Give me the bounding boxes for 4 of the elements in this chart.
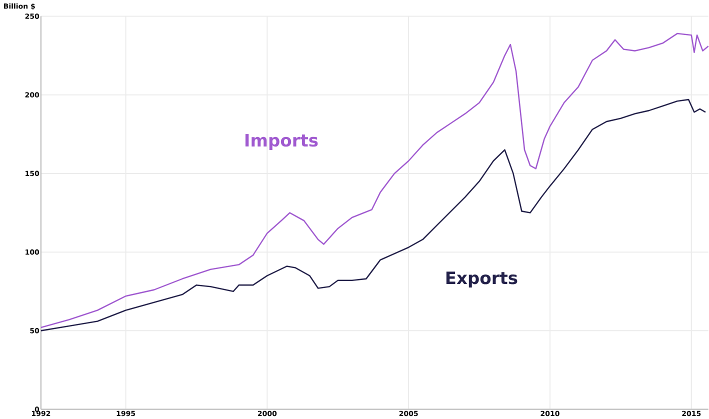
line-series	[40, 98, 706, 332]
line-series	[40, 32, 709, 328]
text: Exports	[446, 271, 518, 288]
text: Imports	[245, 134, 318, 150]
